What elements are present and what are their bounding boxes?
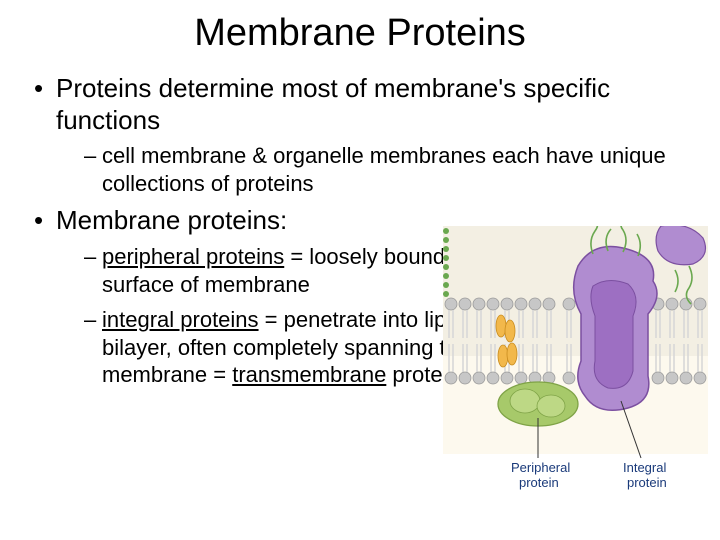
label-peripheral-2: protein [519, 475, 559, 490]
term-integral: integral proteins [102, 307, 259, 332]
bullet-2-sub-2: integral proteins = penetrate into lipid… [84, 306, 474, 389]
bullet-1-text: Proteins determine most of membrane's sp… [56, 73, 610, 135]
term-transmembrane: transmembrane [232, 362, 386, 387]
bullet-1-sub-1: cell membrane & organelle membranes each… [84, 142, 692, 197]
slide-container: Membrane Proteins Proteins determine mos… [0, 0, 720, 540]
integral-protein-shape [574, 246, 657, 410]
membrane-diagram: Peripheral protein Integral protein [443, 226, 708, 494]
bullet-1-sublist: cell membrane & organelle membranes each… [56, 142, 692, 197]
membrane-svg: Peripheral protein Integral protein [443, 226, 708, 494]
bullet-2-sub-1: peripheral proteins = loosely bound to s… [84, 243, 474, 298]
slide-title: Membrane Proteins [28, 12, 692, 55]
label-integral-2: protein [627, 475, 667, 490]
term-peripheral: peripheral proteins [102, 244, 284, 269]
bullet-2-text: Membrane proteins: [56, 205, 287, 235]
label-peripheral-1: Peripheral [511, 460, 570, 475]
label-integral-1: Integral [623, 460, 666, 475]
bullet-1: Proteins determine most of membrane's sp… [34, 73, 692, 197]
